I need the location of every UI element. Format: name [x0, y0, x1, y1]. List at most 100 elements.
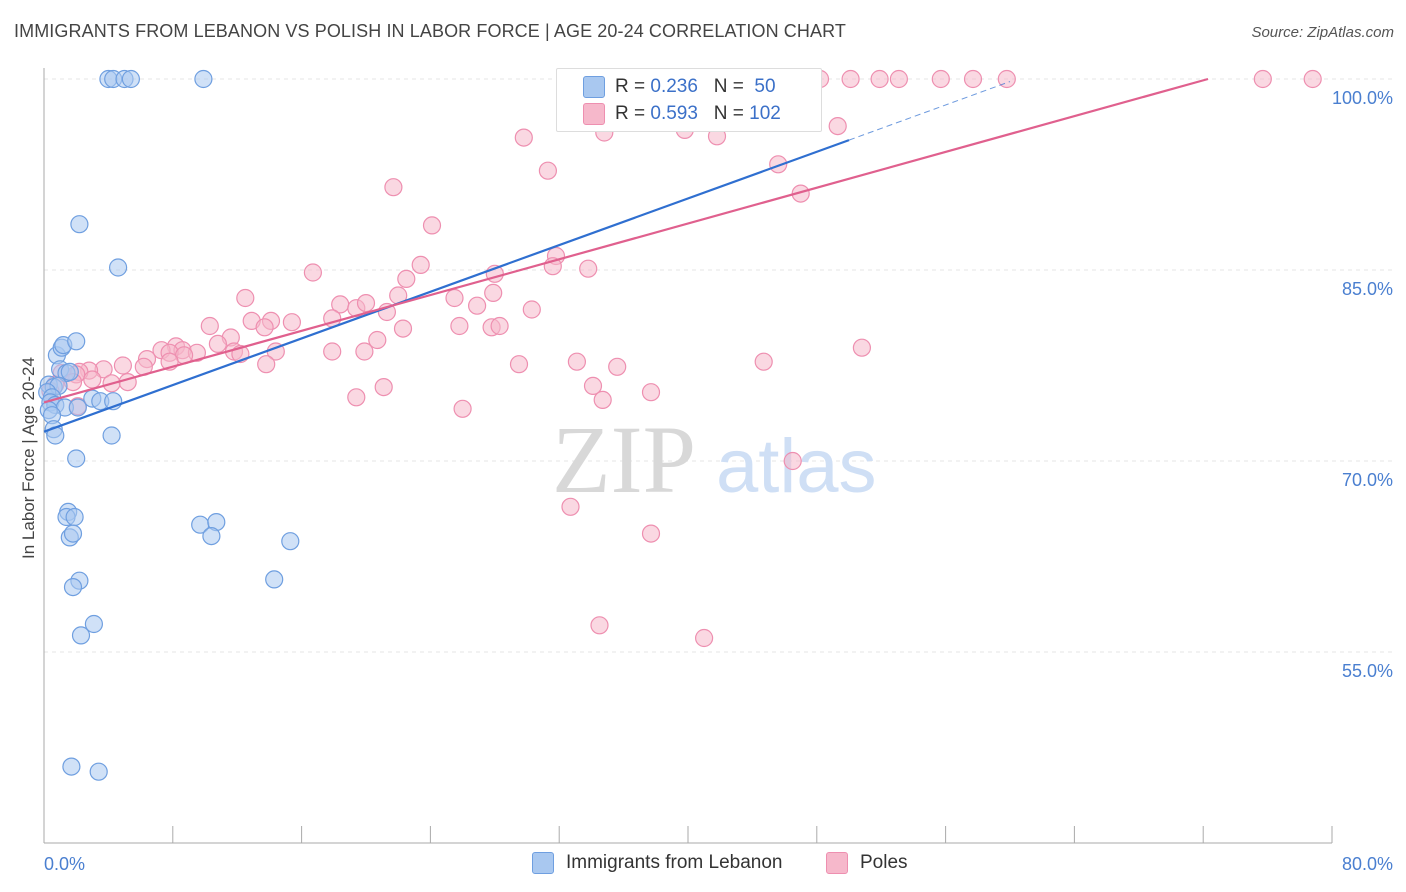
point-poles	[583, 376, 603, 395]
gridlines	[44, 78, 1393, 653]
legend-n-value-poles: 102	[749, 103, 781, 124]
point-poles	[118, 373, 137, 392]
legend-swatch-lebanon	[532, 852, 554, 874]
legend-r-label: R =	[615, 76, 651, 97]
point-poles	[384, 178, 403, 197]
point-poles	[828, 116, 847, 136]
point-poles	[694, 628, 714, 648]
point-lebanon	[68, 398, 87, 417]
legend-swatch-poles	[826, 852, 848, 874]
point-poles	[769, 155, 788, 174]
point-lebanon	[121, 69, 140, 89]
point-poles	[83, 370, 102, 389]
point-poles	[347, 388, 366, 407]
point-poles	[356, 294, 376, 313]
point-poles	[453, 399, 472, 418]
watermark-zip: ZIP	[552, 406, 696, 513]
trend-lines	[43, 77, 1209, 433]
point-poles	[608, 357, 627, 376]
point-lebanon	[265, 570, 284, 589]
point-lebanon	[202, 526, 221, 546]
point-lebanon	[281, 532, 300, 551]
correlation-legend: R = 0.236 N = 50 R = 0.593 N = 102	[556, 68, 822, 132]
point-poles	[397, 269, 416, 288]
legend-r-value-poles: 0.593	[650, 103, 698, 124]
point-poles	[841, 69, 860, 89]
point-poles	[303, 263, 322, 282]
point-poles	[590, 616, 609, 635]
point-poles	[931, 69, 950, 89]
point-poles	[997, 69, 1016, 89]
point-lebanon	[60, 362, 79, 381]
point-poles	[282, 313, 301, 332]
point-poles	[200, 316, 219, 336]
point-lebanon	[108, 258, 128, 277]
point-lebanon	[67, 449, 86, 468]
point-poles	[889, 69, 909, 89]
legend-n-value-lebanon: 50	[754, 76, 776, 97]
trend-line-lebanon-extension	[848, 81, 1011, 141]
point-lebanon	[63, 524, 83, 543]
x-tick-max: 80.0%	[1342, 854, 1393, 874]
y-tick-labels: 55.0% 70.0% 85.0% 100.0%	[1332, 88, 1393, 681]
trend-line-lebanon	[43, 139, 850, 433]
point-poles	[236, 288, 255, 308]
point-poles	[411, 255, 430, 274]
trend-line-poles	[43, 77, 1209, 404]
point-lebanon	[102, 426, 121, 445]
point-poles	[445, 288, 464, 308]
legend-n-label: N =	[713, 103, 750, 124]
point-lebanon	[71, 626, 91, 645]
legend-label-poles: Poles	[860, 852, 908, 873]
point-poles	[593, 390, 612, 409]
point-poles	[323, 342, 342, 361]
point-poles	[255, 318, 274, 337]
axes	[43, 68, 1333, 844]
point-poles	[514, 128, 533, 147]
point-poles	[870, 69, 889, 89]
legend-swatch-poles	[583, 103, 605, 125]
legend-n-label: N =	[713, 76, 750, 97]
y-tick-label: 55.0%	[1342, 661, 1393, 681]
point-poles	[509, 355, 529, 374]
source-label: Source: ZipAtlas.com	[1251, 24, 1394, 41]
point-lebanon	[63, 577, 83, 597]
point-poles	[490, 316, 509, 336]
point-poles	[374, 378, 393, 397]
point-poles	[468, 296, 487, 315]
point-poles	[538, 161, 558, 180]
point-poles	[522, 300, 541, 319]
point-lebanon	[62, 757, 81, 776]
y-tick-label: 85.0%	[1342, 279, 1393, 299]
point-poles	[355, 342, 374, 361]
point-poles	[963, 69, 983, 89]
legend-item-lebanon[interactable]: Immigrants from Lebanon	[532, 852, 783, 874]
point-poles	[257, 355, 276, 374]
point-poles	[368, 330, 387, 350]
chart-title: IMMIGRANTS FROM LEBANON VS POLISH IN LAB…	[14, 21, 846, 41]
point-lebanon	[89, 762, 108, 781]
point-lebanon	[84, 614, 104, 634]
point-poles	[641, 383, 661, 402]
legend-item-poles[interactable]: Poles	[826, 852, 908, 874]
point-lebanon	[67, 332, 86, 351]
point-poles	[754, 352, 773, 371]
legend-label-lebanon: Immigrants from Lebanon	[566, 852, 783, 873]
y-tick-label: 100.0%	[1332, 88, 1393, 108]
x-tick-min: 0.0%	[44, 854, 85, 874]
point-lebanon	[70, 215, 89, 234]
y-tick-label: 70.0%	[1342, 470, 1393, 490]
point-poles	[641, 524, 661, 543]
y-axis-label: In Labor Force | Age 20-24	[19, 357, 38, 559]
point-poles	[393, 319, 413, 338]
legend-r-label: R =	[615, 103, 651, 124]
point-poles	[208, 334, 227, 353]
point-lebanon	[65, 507, 84, 527]
point-poles	[1253, 69, 1272, 89]
point-poles	[422, 216, 442, 235]
point-poles	[567, 352, 587, 371]
point-poles	[579, 259, 598, 278]
legend-r-value-lebanon: 0.236	[650, 76, 698, 97]
point-poles	[561, 497, 580, 516]
